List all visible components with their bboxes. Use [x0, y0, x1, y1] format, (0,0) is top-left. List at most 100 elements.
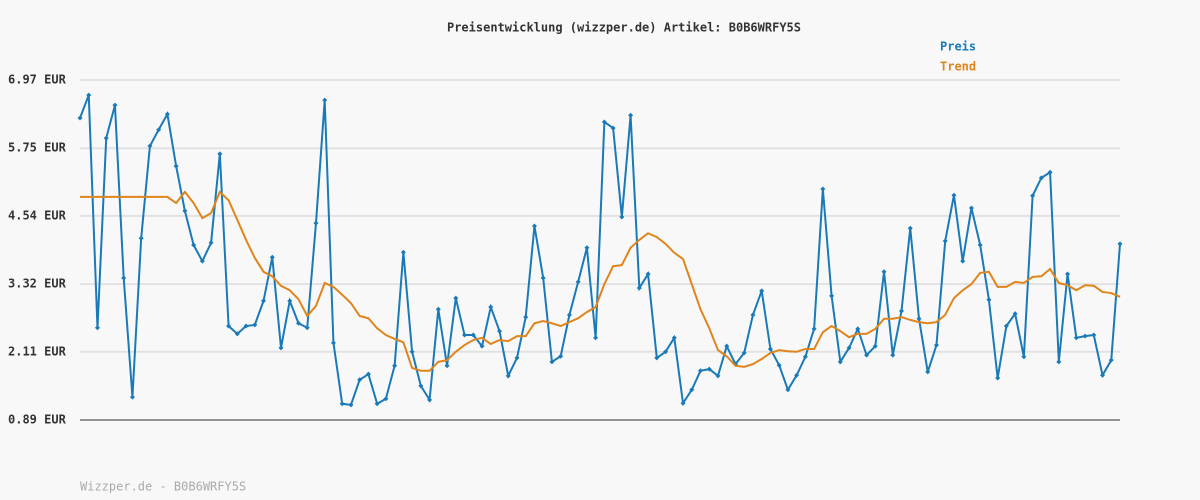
point-marker: [1073, 335, 1079, 341]
point-marker: [995, 375, 1001, 381]
legend-label: Trend: [940, 60, 976, 74]
point-marker: [680, 400, 686, 406]
point-marker: [199, 258, 205, 264]
point-marker: [208, 240, 214, 246]
point-marker: [278, 345, 284, 351]
legend-label: Preis: [940, 40, 976, 54]
point-marker: [593, 335, 599, 341]
point-marker: [715, 373, 721, 379]
point-marker: [794, 372, 800, 378]
point-marker: [584, 245, 590, 251]
point-marker: [374, 401, 380, 407]
point-marker: [400, 249, 406, 255]
point-marker: [365, 371, 371, 377]
point-marker: [1100, 372, 1106, 378]
point-marker: [899, 308, 905, 314]
point-marker: [479, 343, 485, 349]
footer: Wizzper.de - B0B6WRFY5S: [80, 480, 246, 494]
y-tick-label: 2.11 EUR: [8, 344, 67, 358]
point-marker: [261, 298, 267, 304]
point-marker: [724, 343, 730, 349]
point-marker: [785, 387, 791, 393]
point-marker: [977, 242, 983, 248]
point-marker: [925, 369, 931, 375]
point-marker: [628, 112, 634, 118]
point-marker: [295, 320, 301, 326]
point-marker: [907, 225, 913, 231]
point-marker: [663, 349, 669, 355]
point-marker: [802, 354, 808, 360]
point-marker: [698, 368, 704, 374]
point-marker: [86, 92, 92, 98]
point-marker: [829, 293, 835, 299]
y-tick-label: 4.54 EUR: [8, 208, 67, 222]
point-marker: [1047, 169, 1053, 175]
point-marker: [156, 127, 162, 133]
point-marker: [418, 383, 424, 389]
point-marker: [182, 208, 188, 214]
point-marker: [1082, 333, 1088, 339]
point-marker: [549, 359, 555, 365]
point-marker: [304, 325, 310, 331]
point-marker: [1030, 193, 1036, 199]
point-marker: [234, 331, 240, 337]
point-marker: [1012, 311, 1018, 317]
point-marker: [348, 402, 354, 408]
point-marker: [383, 396, 389, 402]
point-marker: [488, 304, 494, 310]
point-marker: [94, 325, 100, 331]
point-marker: [322, 97, 328, 103]
point-marker: [645, 271, 651, 277]
point-marker: [933, 342, 939, 348]
point-marker: [968, 205, 974, 211]
point-marker: [470, 332, 476, 338]
point-marker: [671, 335, 677, 341]
point-marker: [750, 312, 756, 318]
point-marker: [846, 345, 852, 351]
point-marker: [462, 332, 468, 338]
chart-title: Preisentwicklung (wizzper.de) Artikel: B…: [447, 21, 801, 35]
point-marker: [523, 314, 529, 320]
point-marker: [942, 238, 948, 244]
point-marker: [601, 119, 607, 125]
point-marker: [138, 235, 144, 241]
point-marker: [514, 355, 520, 361]
point-marker: [1038, 175, 1044, 181]
point-marker: [855, 326, 861, 332]
point-marker: [103, 135, 109, 141]
point-marker: [706, 366, 712, 372]
point-marker: [287, 298, 293, 304]
point-marker: [173, 163, 179, 169]
point-marker: [121, 275, 127, 281]
point-marker: [1021, 354, 1027, 360]
y-tick-label: 3.32 EUR: [8, 277, 67, 291]
point-marker: [820, 186, 826, 192]
point-marker: [960, 258, 966, 264]
point-marker: [1003, 323, 1009, 329]
point-marker: [453, 295, 459, 301]
point-marker: [243, 323, 249, 329]
point-marker: [654, 355, 660, 361]
point-marker: [409, 349, 415, 355]
point-marker: [435, 306, 441, 312]
point-marker: [811, 326, 817, 332]
point-marker: [269, 254, 275, 260]
y-tick-label: 0.89 EUR: [8, 413, 67, 427]
point-marker: [147, 143, 153, 149]
point-marker: [872, 343, 878, 349]
point-marker: [226, 323, 232, 329]
point-marker: [566, 312, 572, 318]
point-marker: [330, 340, 336, 346]
point-marker: [531, 223, 537, 229]
point-marker: [916, 316, 922, 322]
point-marker: [164, 111, 170, 117]
point-marker: [986, 297, 992, 303]
point-marker: [77, 115, 83, 121]
point-marker: [1065, 271, 1071, 277]
point-marker: [689, 387, 695, 393]
point-marker: [129, 394, 135, 400]
point-marker: [636, 285, 642, 291]
point-marker: [496, 328, 502, 334]
point-marker: [1056, 359, 1062, 365]
